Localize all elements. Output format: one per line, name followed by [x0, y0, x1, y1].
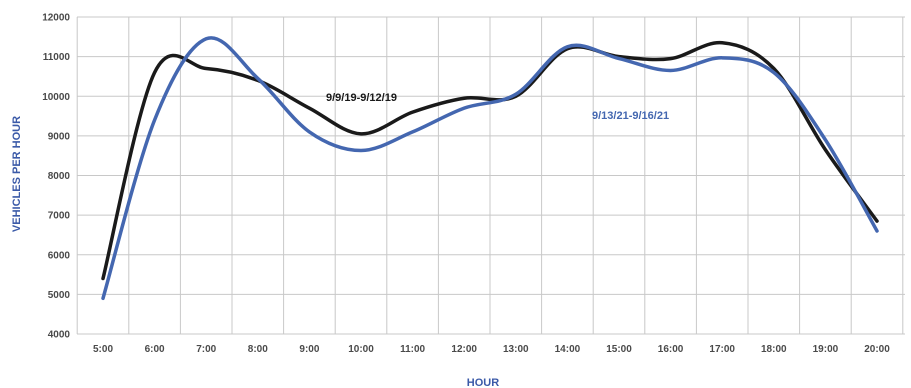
- x-tick-label: 19:00: [813, 344, 839, 355]
- x-tick-label: 5:00: [93, 344, 113, 355]
- y-tick-labels: 4000 5000 6000 7000 8000 9000 10000 11000 12000: [42, 13, 70, 341]
- x-tick-label: 11:00: [400, 344, 425, 355]
- series-label-2019: 9/9/19-9/12/19: [326, 92, 397, 104]
- x-tick-label: 8:00: [248, 344, 268, 355]
- x-tick-label: 18:00: [761, 344, 787, 355]
- y-tick-label: 4000: [48, 330, 71, 341]
- y-tick-label: 6000: [48, 250, 71, 261]
- series-line-2021: [101, 36, 879, 301]
- x-tick-label: 13:00: [503, 344, 529, 355]
- series-line-2019: [101, 41, 879, 281]
- x-tick-label: 12:00: [451, 344, 477, 355]
- y-tick-label: 9000: [48, 131, 71, 142]
- x-tick-label: 7:00: [196, 344, 216, 355]
- series-label-2021: 9/13/21-9/16/21: [592, 110, 669, 122]
- grid: [76, 16, 905, 335]
- x-axis-title: HOUR: [467, 377, 499, 388]
- x-tick-label: 14:00: [555, 344, 581, 355]
- y-axis-title: VEHICLES PER HOUR: [11, 116, 23, 232]
- x-tick-label: 9:00: [299, 344, 319, 355]
- y-tick-label: 10000: [42, 92, 70, 103]
- y-tick-label: 7000: [48, 211, 71, 222]
- y-tick-label: 5000: [48, 290, 71, 301]
- y-tick-label: 12000: [42, 13, 70, 24]
- x-tick-labels: 5:00 6:00 7:00 8:00 9:00 10:00 11:00 12:00 13:00…: [93, 344, 890, 355]
- x-tick-label: 15:00: [606, 344, 632, 355]
- y-tick-label: 11000: [43, 52, 71, 63]
- x-tick-label: 16:00: [658, 344, 684, 355]
- y-tick-label: 8000: [48, 171, 71, 182]
- x-tick-label: 6:00: [145, 344, 165, 355]
- x-tick-label: 17:00: [709, 344, 735, 355]
- series-lines: [101, 36, 879, 301]
- x-tick-label: 10:00: [348, 344, 374, 355]
- x-tick-label: 20:00: [864, 344, 890, 355]
